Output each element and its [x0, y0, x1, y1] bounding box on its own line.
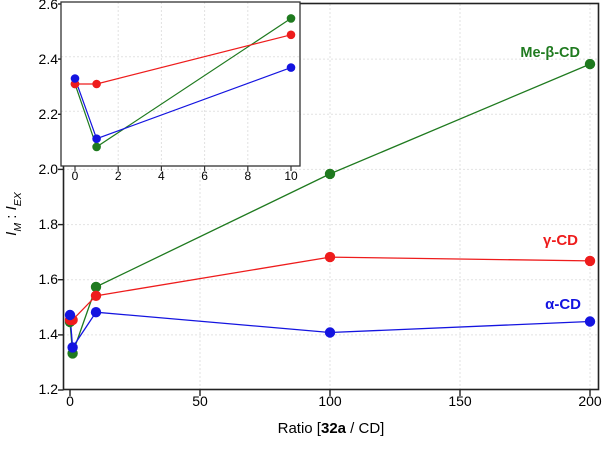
svg-text:IM : IEX: IM : IEX [3, 191, 24, 236]
svg-text:Ratio [32a / CD]: Ratio [32a / CD] [278, 420, 385, 437]
svg-text:100: 100 [318, 393, 342, 409]
svg-text:6: 6 [201, 169, 208, 183]
svg-text:1.2: 1.2 [39, 381, 59, 397]
svg-text:8: 8 [244, 169, 251, 183]
svg-text:2.2: 2.2 [39, 106, 59, 122]
svg-text:50: 50 [192, 393, 208, 409]
svg-text:2: 2 [115, 169, 122, 183]
svg-text:10: 10 [284, 169, 298, 183]
svg-text:1.4: 1.4 [39, 326, 59, 342]
svg-text:0: 0 [72, 169, 79, 183]
svg-text:1.6: 1.6 [39, 271, 59, 287]
svg-text:200: 200 [578, 393, 602, 409]
svg-text:α-CD: α-CD [545, 296, 581, 313]
svg-text:1.8: 1.8 [39, 216, 59, 232]
svg-text:2.4: 2.4 [39, 51, 59, 67]
svg-text:150: 150 [448, 393, 472, 409]
svg-text:2.0: 2.0 [39, 161, 59, 177]
svg-text:4: 4 [158, 169, 165, 183]
svg-text:γ-CD: γ-CD [543, 232, 578, 249]
svg-text:Me-β-CD: Me-β-CD [520, 45, 580, 61]
svg-text:2.6: 2.6 [39, 0, 59, 12]
svg-text:0: 0 [66, 393, 74, 409]
